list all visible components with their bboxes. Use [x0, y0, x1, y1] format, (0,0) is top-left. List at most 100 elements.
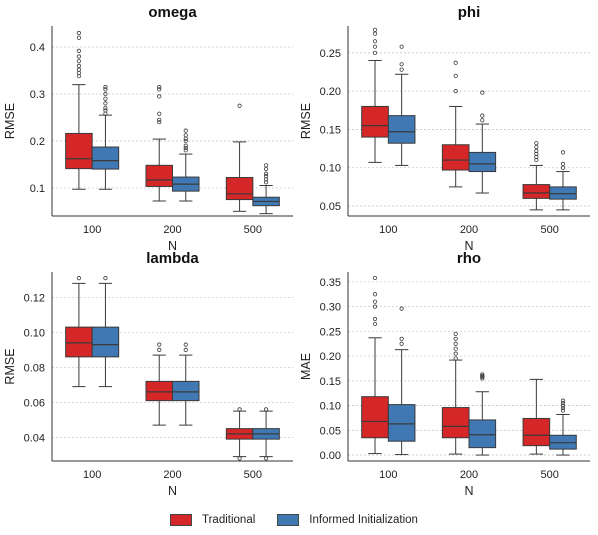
y-tick-label: 0.15 [320, 124, 341, 136]
y-tick-label: 0.04 [24, 432, 45, 444]
legend: Traditional Informed Initialization [170, 510, 440, 530]
outlier-point [263, 407, 269, 412]
box-iqr [468, 151, 497, 173]
box-traditional-100 [65, 30, 93, 190]
panel-rho: 0.00 0.05 0.10 0.15 0.20 0.25 0.30 0.35 100 200 50… [299, 250, 590, 498]
y-axis-label: MAE [299, 353, 313, 380]
y-tick-label: 0.05 [320, 425, 341, 437]
box-traditional-200 [441, 60, 470, 188]
box-iqr [549, 186, 577, 200]
y-tick-label: 0.1 [30, 183, 45, 195]
y-tick-label: 0.06 [24, 397, 45, 409]
x-tick-label: 100 [379, 469, 397, 481]
outlier-point [372, 299, 378, 304]
outlier-point [560, 408, 566, 413]
box-traditional-100 [361, 275, 389, 455]
outlier-point [103, 101, 108, 106]
x-axis-label: N [464, 484, 473, 498]
y-tick-label: 0.20 [320, 351, 341, 363]
panel-lambda: 0.04 0.06 0.08 0.10 0.12 100 200 500 N RMSE lambda [3, 250, 293, 498]
box-iqr [91, 326, 120, 358]
box-iqr [65, 326, 93, 358]
box-informed-initialization-100 [91, 84, 120, 190]
y-tick-label: 0.10 [24, 327, 45, 339]
x-tick-label: 500 [244, 224, 262, 236]
y-tick-label: 0.05 [320, 201, 341, 213]
outlier-point [157, 94, 162, 99]
outlier-point [157, 342, 162, 347]
outlier-point [157, 117, 162, 122]
outlier-point [399, 62, 404, 67]
outlier-point [76, 54, 82, 59]
box-iqr [361, 396, 389, 439]
outlier-point [263, 163, 269, 168]
outlier-point [560, 165, 566, 170]
outlier-point [534, 144, 539, 150]
legend-swatch-traditional [170, 514, 192, 526]
outlier-point [453, 73, 458, 78]
box-informed-initialization-100 [387, 306, 416, 456]
outlier-point [372, 304, 378, 309]
outlier-point [183, 342, 188, 347]
y-tick-label: 0.2 [30, 136, 45, 148]
outlier-point [183, 148, 188, 153]
legend-label-traditional: Traditional [202, 514, 256, 526]
legend-item-informed: Informed Initialization [277, 514, 418, 526]
outlier-point [157, 347, 162, 352]
outlier-point [372, 44, 378, 49]
outlier-point [399, 67, 404, 72]
y-tick-label: 0.15 [320, 376, 341, 388]
outlier-point [237, 456, 242, 461]
outlier-point [453, 351, 458, 356]
box-iqr [145, 380, 174, 402]
box-iqr [65, 132, 93, 170]
outlier-point [480, 113, 485, 118]
x-axis-label: N [168, 239, 177, 253]
box-iqr [441, 407, 470, 439]
outlier-point [103, 108, 108, 113]
outlier-point [480, 376, 485, 381]
outlier-point [560, 150, 566, 155]
box-iqr [441, 144, 470, 171]
x-tick-label: 100 [83, 469, 101, 481]
outlier-point [453, 346, 458, 351]
outlier-point [372, 39, 378, 44]
outlier-point [480, 373, 485, 379]
box-traditional-200 [441, 331, 470, 455]
outlier-point [372, 50, 378, 55]
box-iqr [468, 419, 497, 449]
y-tick-label: 0.10 [320, 163, 341, 175]
outlier-point [372, 31, 378, 36]
x-tick-label: 500 [540, 224, 558, 236]
box-traditional-500 [225, 407, 254, 461]
outlier-point [183, 133, 188, 138]
box-iqr [387, 404, 416, 442]
outlier-point [560, 161, 566, 167]
outlier-point [480, 372, 485, 377]
outlier-point [76, 35, 82, 40]
outlier-point [76, 63, 82, 68]
outlier-point [76, 48, 82, 53]
y-tick-label: 0.35 [320, 277, 341, 289]
box-iqr [522, 184, 551, 199]
outlier-point [372, 292, 378, 297]
x-axis-label: N [464, 239, 473, 253]
outlier-point [103, 105, 108, 111]
box-iqr [145, 164, 174, 187]
y-tick-label: 0.3 [30, 89, 45, 101]
legend-item-traditional: Traditional [170, 514, 255, 526]
y-tick-label: 0.25 [320, 326, 341, 338]
outlier-point [399, 336, 404, 341]
outlier-point [183, 145, 188, 151]
outlier-point [157, 111, 162, 116]
box-informed-initialization-200 [172, 128, 200, 202]
outlier-point [372, 275, 378, 281]
panel-title: omega [148, 4, 197, 21]
box-informed-initialization-200 [468, 372, 497, 456]
outlier-point [453, 341, 458, 346]
x-tick-label: 200 [163, 224, 181, 236]
outlier-point [560, 403, 566, 408]
outlier-point [480, 118, 485, 123]
outlier-point [453, 336, 458, 341]
x-tick-label: 200 [163, 469, 181, 481]
